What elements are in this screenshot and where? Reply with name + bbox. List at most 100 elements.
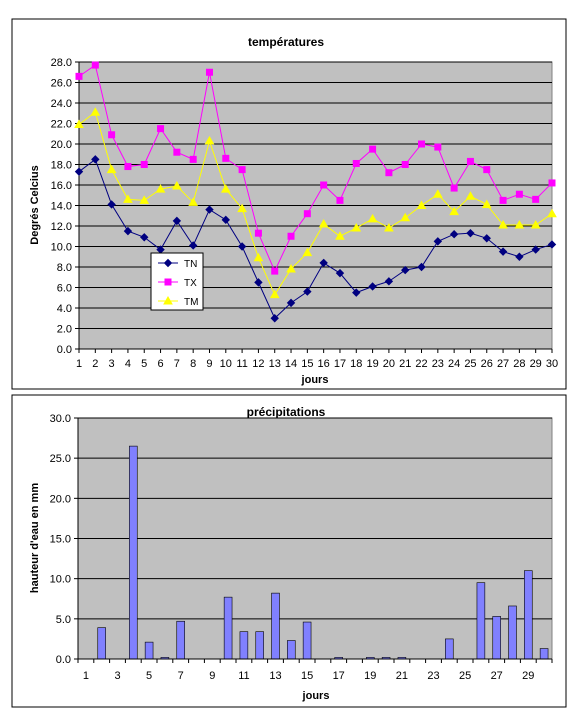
series-tm-point <box>172 181 182 190</box>
series-tn-point <box>384 277 394 286</box>
precipitation-bar <box>445 638 454 660</box>
series-tn-point <box>400 265 410 275</box>
series-tx-point <box>532 195 540 203</box>
series-tx-point <box>75 72 83 80</box>
temperature-x-tick-label: 24 <box>448 358 460 370</box>
legend-tx-label: TX <box>184 278 197 289</box>
series-tn-point <box>466 228 475 238</box>
series-tn-point <box>433 237 443 246</box>
series-tn-point <box>140 233 149 242</box>
series-tx-point <box>205 68 213 76</box>
temperature-x-tick-label: 16 <box>318 358 330 370</box>
series-tm-point <box>384 223 394 232</box>
series-tx-point <box>140 161 148 168</box>
series-tn-point <box>107 200 116 209</box>
temperature-x-tick-label: 25 <box>464 358 476 370</box>
series-tm-point <box>220 184 231 193</box>
series-tx-point <box>515 190 523 198</box>
precipitation-bar <box>239 631 249 660</box>
temperature-series <box>74 61 557 323</box>
temperature-x-tick-label: 10 <box>220 358 232 370</box>
temperature-y-axis-title: Degrés Celcius <box>29 165 41 244</box>
series-tx-point <box>450 184 458 192</box>
series-tn-point <box>531 245 540 254</box>
series-tx-point <box>108 131 116 139</box>
temperature-x-tick-label: 1 <box>76 358 82 370</box>
series-tn-point <box>286 298 296 308</box>
series-tx <box>75 61 556 275</box>
series-tm-point <box>547 208 557 218</box>
series-tn-point <box>417 262 426 272</box>
temperature-x-tick-label: 4 <box>125 358 131 370</box>
temperature-x-tick-label: 2 <box>92 358 98 370</box>
precipitation-chart: précipitations 0.05.010.015.020.025.030.… <box>11 394 567 708</box>
precipitation-bar <box>176 620 185 660</box>
precipitation-x-tick-label: 25 <box>459 670 471 682</box>
temperature-x-tick-label: 18 <box>350 358 362 370</box>
series-tx-point <box>189 155 197 163</box>
series-tn-point <box>482 234 491 243</box>
precipitation-bar <box>492 616 501 660</box>
precipitation-bar <box>97 627 106 660</box>
series-tx-point <box>385 169 393 177</box>
series-tn-point <box>547 240 557 249</box>
series-tx-point <box>91 61 99 69</box>
series-tm-point <box>302 247 313 257</box>
precipitation-y-tick-label: 5.0 <box>56 614 71 626</box>
precipitation-bar <box>287 640 296 660</box>
series-tm-point <box>465 191 476 200</box>
precipitation-x-tick-label: 3 <box>114 670 120 682</box>
series-tm-point <box>253 252 264 262</box>
series-tx-point <box>336 196 344 204</box>
series-tm-point <box>318 218 329 228</box>
precipitation-x-tick-label: 1 <box>83 670 89 682</box>
series-tx-point <box>401 161 409 168</box>
series-tm-point <box>400 212 411 222</box>
series-tn-point <box>91 155 100 164</box>
precipitation-bar <box>302 621 312 660</box>
precipitation-bar <box>539 648 549 660</box>
series-tx-point <box>352 159 360 167</box>
series-tx-point <box>434 143 442 151</box>
temperature-x-axis-title: jours <box>301 374 329 386</box>
series-tm-point <box>449 206 459 216</box>
temperature-x-tick-label: 21 <box>399 358 411 370</box>
precipitation-bar <box>524 570 533 660</box>
series-tx-point <box>483 166 491 174</box>
precipitation-y-tick-label: 15.0 <box>50 534 71 546</box>
series-tm-point <box>514 219 525 229</box>
series-tn-point <box>319 258 328 268</box>
series-tx-point <box>222 154 230 162</box>
series-tx-point <box>238 166 246 174</box>
temperature-x-axis: 1 2 3 4 5 6 7 8 9 10 11 12 13 14 15 16 17 18 19 20 21 22 23 24 2… <box>76 348 558 370</box>
series-tm-point <box>204 135 215 145</box>
series-tx-point <box>303 210 311 218</box>
precipitation-y-axis: 0.0 5.0 10.0 15.0 20.0 25.0 30.0 <box>50 413 79 666</box>
series-tn-point <box>449 229 459 239</box>
series-tn-point <box>515 252 524 261</box>
temperature-y-tick-label: 14.0 <box>51 201 72 213</box>
temperature-x-tick-label: 30 <box>546 358 558 370</box>
series-tn-point <box>205 205 214 214</box>
series-tn-point <box>188 241 198 250</box>
series-tm-point <box>106 164 117 174</box>
temperature-x-tick-label: 20 <box>383 358 395 370</box>
temperature-y-tick-label: 20.0 <box>51 139 72 151</box>
temperature-y-tick-label: 18.0 <box>51 160 72 172</box>
series-tm-point <box>155 184 166 193</box>
precipitation-chart-title: précipitations <box>247 405 326 419</box>
temperature-x-tick-label: 23 <box>432 358 444 370</box>
precipitation-x-tick-label: 11 <box>238 670 249 682</box>
series-tn-point <box>237 242 247 251</box>
series-tn-point <box>74 167 84 176</box>
temperature-x-tick-label: 14 <box>285 358 297 370</box>
temperature-x-tick-label: 3 <box>109 358 115 370</box>
series-tm-point <box>335 231 345 240</box>
series-tm-point <box>74 119 84 129</box>
precipitation-x-tick-label: 7 <box>178 670 184 682</box>
series-tx-point <box>173 148 181 156</box>
temperature-y-tick-label: 0.0 <box>57 344 72 356</box>
series-tm-point <box>432 189 443 198</box>
precipitation-x-tick-label: 27 <box>491 670 503 682</box>
